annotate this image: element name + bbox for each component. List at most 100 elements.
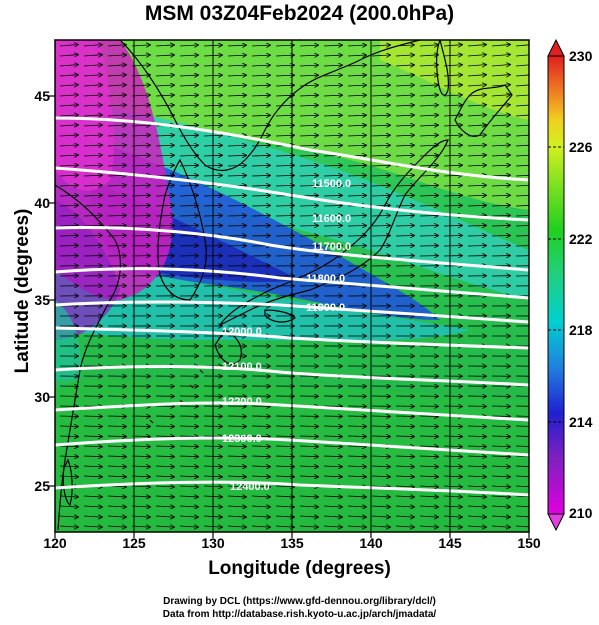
wind-arrow — [251, 496, 270, 497]
wind-arrow — [323, 125, 342, 126]
y-axis-label: Latitude (degrees) — [12, 208, 33, 374]
wind-arrow — [323, 65, 342, 66]
wind-arrow — [131, 85, 150, 86]
wind-arrow — [59, 225, 78, 226]
wind-arrow — [467, 85, 486, 86]
wind-arrow — [347, 105, 366, 106]
wind-arrow — [59, 526, 78, 527]
wind-arrow — [371, 436, 390, 437]
wind-arrow — [419, 75, 438, 76]
wind-arrow — [467, 65, 486, 66]
wind-arrow — [131, 516, 150, 517]
wind-arrow — [179, 506, 198, 507]
wind-arrow — [155, 155, 174, 156]
wind-arrow — [467, 115, 486, 116]
wind-arrow — [59, 175, 78, 176]
wind-arrow — [83, 75, 102, 76]
wind-arrow — [275, 125, 294, 126]
wind-arrow — [107, 215, 126, 216]
wind-arrow — [491, 516, 510, 517]
wind-arrow — [443, 145, 462, 146]
wind-arrow — [155, 486, 174, 487]
wind-arrow — [251, 446, 270, 447]
wind-arrow — [107, 135, 126, 136]
wind-arrow — [491, 195, 510, 196]
wind-arrow — [467, 165, 486, 166]
wind-arrow — [107, 155, 126, 156]
wind-arrow — [323, 75, 342, 76]
wind-arrow — [275, 476, 294, 477]
wind-arrow — [155, 75, 174, 76]
wind-arrow — [299, 75, 318, 76]
wind-arrow — [179, 115, 198, 116]
wind-arrow — [227, 65, 246, 66]
wind-arrow — [107, 526, 126, 527]
wind-arrow — [347, 135, 366, 136]
contour-label: 12400.0 — [230, 481, 270, 493]
wind-arrow — [251, 45, 270, 46]
wind-arrow — [419, 185, 438, 186]
x-tick-label: 135 — [280, 535, 304, 551]
wind-arrow — [395, 85, 414, 86]
wind-arrow — [371, 185, 390, 186]
wind-arrow — [227, 155, 246, 156]
wind-arrow — [491, 426, 510, 427]
wind-arrow — [275, 55, 294, 56]
wind-arrow — [227, 486, 246, 487]
wind-arrow — [227, 446, 246, 447]
x-tick-label: 130 — [201, 535, 225, 551]
wind-arrow — [155, 446, 174, 447]
wind-arrow — [179, 85, 198, 86]
wind-arrow — [323, 526, 342, 527]
y-tick-label: 25 — [34, 478, 50, 494]
wind-arrow — [179, 95, 198, 96]
wind-arrow — [59, 135, 78, 136]
wind-arrow — [251, 85, 270, 86]
height-contours — [55, 116, 529, 497]
wind-arrow — [347, 145, 366, 146]
wind-arrow — [251, 165, 270, 166]
wind-arrow — [131, 476, 150, 477]
wind-arrow — [227, 85, 246, 86]
wind-arrow — [83, 235, 102, 236]
wind-arrow — [323, 95, 342, 96]
wind-arrow — [371, 516, 390, 517]
wind-arrow — [179, 476, 198, 477]
wind-arrow — [275, 75, 294, 76]
wind-arrow — [323, 175, 342, 176]
wind-arrow — [275, 165, 294, 166]
wind-arrow — [251, 75, 270, 76]
wind-arrow — [251, 55, 270, 56]
wind-arrow — [155, 145, 174, 146]
wind-arrow — [491, 125, 510, 126]
wind-arrow — [323, 506, 342, 507]
wind-arrow — [395, 526, 414, 527]
wind-arrow — [275, 526, 294, 527]
contour-label: 11800.0 — [306, 273, 345, 285]
wind-arrow — [467, 75, 486, 76]
wind-arrow — [59, 456, 78, 457]
wind-arrow — [251, 506, 270, 507]
wind-arrow — [323, 496, 342, 497]
wind-arrow — [179, 486, 198, 487]
wind-arrow — [395, 185, 414, 186]
wind-arrow — [443, 165, 462, 166]
wind-arrow — [515, 104, 529, 107]
wind-arrow — [515, 205, 529, 207]
wind-arrow — [443, 95, 462, 96]
wind-arrow — [131, 225, 150, 226]
wind-arrow — [371, 526, 390, 527]
wind-arrow — [83, 476, 102, 477]
wind-arrow — [395, 456, 414, 457]
wind-arrow — [251, 486, 270, 487]
wind-arrow — [515, 435, 529, 437]
wind-arrow — [131, 45, 150, 46]
wind-arrow — [491, 75, 510, 76]
wind-arrow — [59, 55, 78, 56]
wind-arrow — [419, 135, 438, 136]
wind-arrow — [179, 516, 198, 517]
wind-arrow — [515, 114, 529, 117]
wind-vectors — [59, 44, 529, 527]
wind-arrow — [299, 145, 318, 146]
colorbar-tick-label: 210 — [569, 505, 593, 521]
